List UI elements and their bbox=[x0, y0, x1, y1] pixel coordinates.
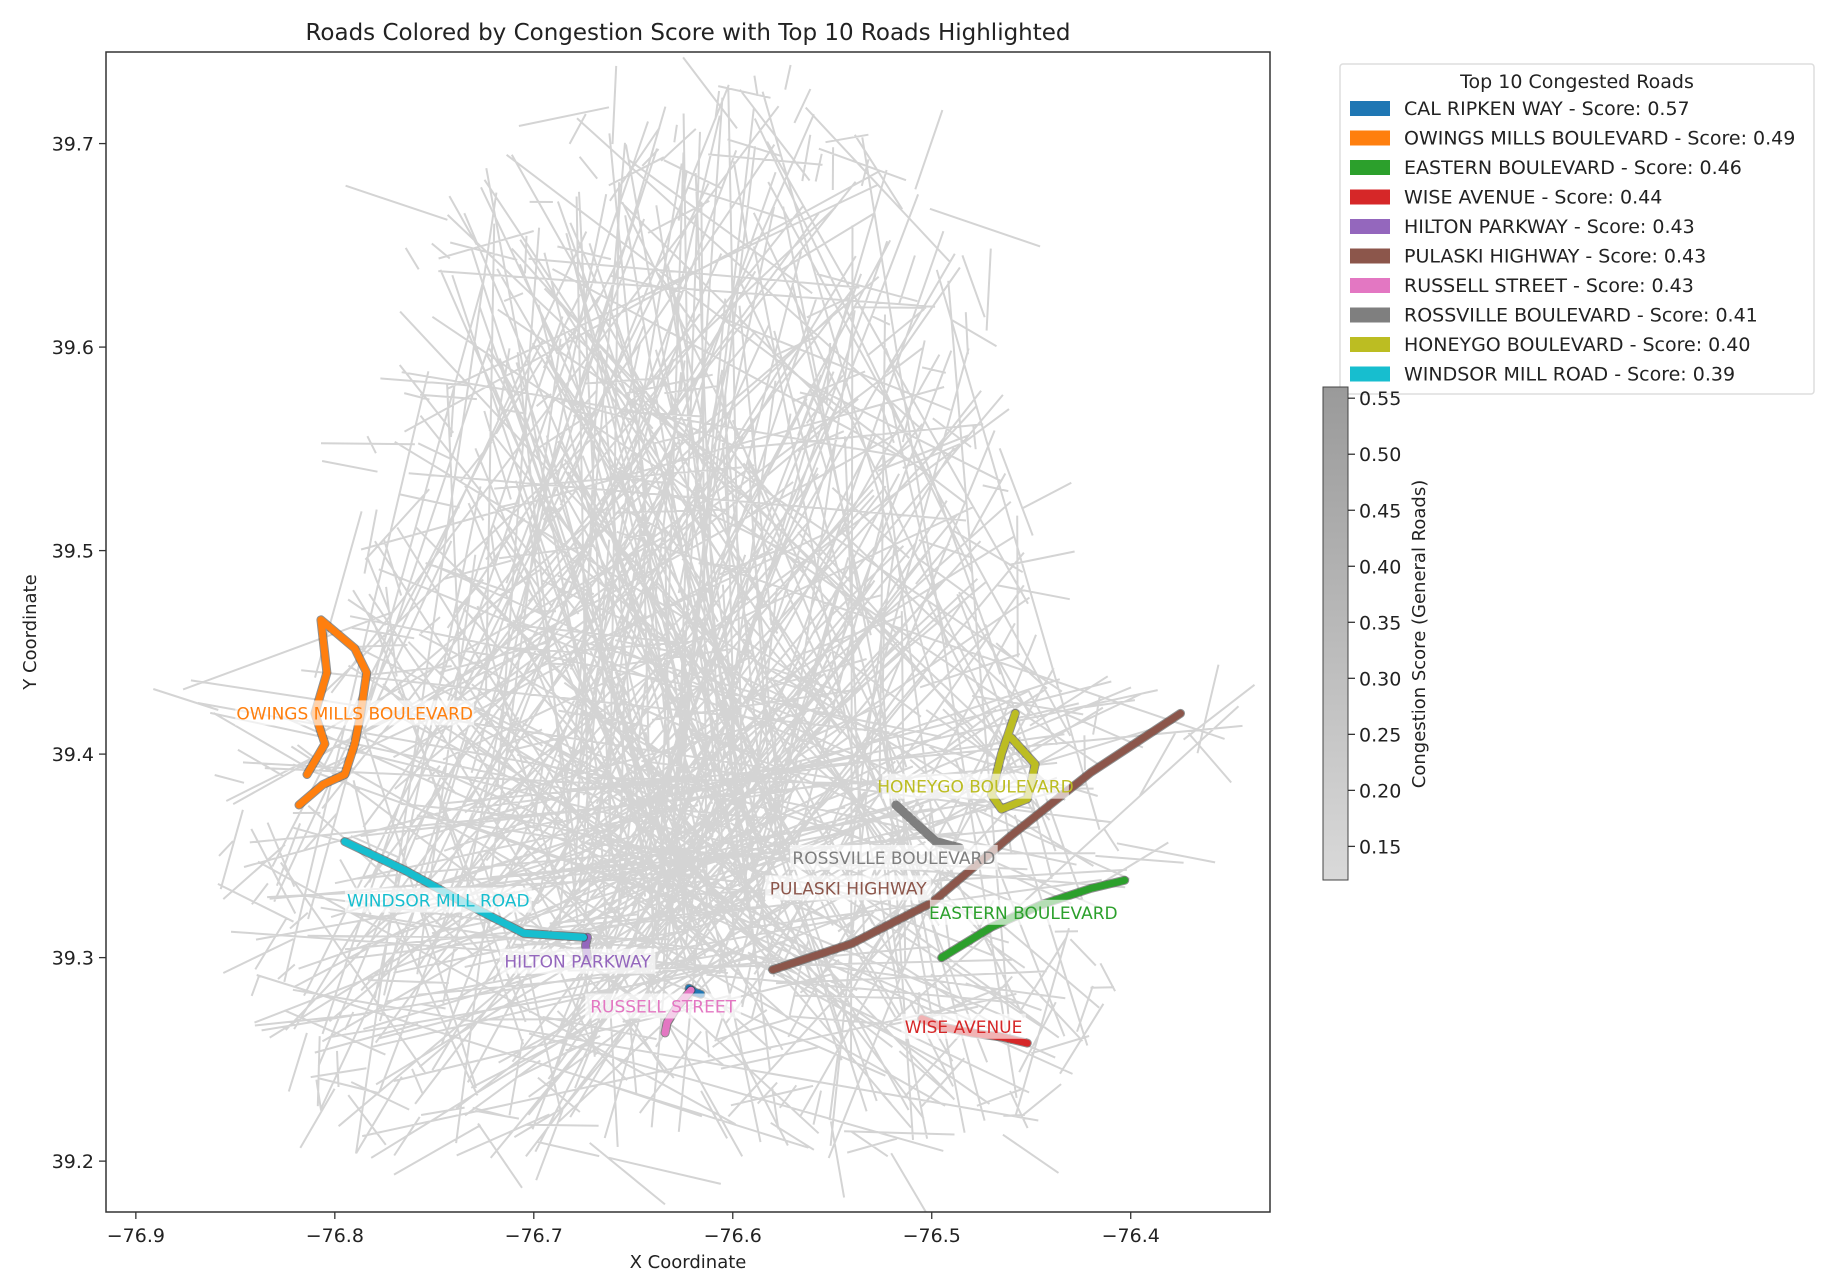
x-axis-ticks: −76.9 −76.8 −76.7 −76.6 −76.5 −76.4 bbox=[107, 1212, 1160, 1247]
colorbar-tick-label: 0.45 bbox=[1359, 500, 1401, 522]
legend-swatch-windsor-mill-road bbox=[1350, 366, 1390, 382]
x-tick-label: −76.7 bbox=[505, 1225, 563, 1247]
legend-entry-cal-ripken-way: CAL RIPKEN WAY - Score: 0.57 bbox=[1404, 98, 1690, 120]
colorbar-label: Congestion Score (General Roads) bbox=[1409, 480, 1430, 788]
x-tick-label: −76.8 bbox=[306, 1225, 364, 1247]
road-label-bg-owings-mills-boulevard bbox=[235, 700, 475, 726]
general-roads-network bbox=[152, 56, 1256, 1212]
road-label-eastern-boulevard: EASTERN BOULEVARD bbox=[929, 904, 1118, 924]
road-line-rossville-boulevard bbox=[892, 801, 964, 852]
y-axis-label: Y Coordinate bbox=[20, 574, 41, 690]
y-tick-label: 39.3 bbox=[52, 948, 94, 970]
road-label-hilton-parkway: HILTON PARKWAY bbox=[504, 953, 651, 973]
colorbar: 0.15 0.20 0.25 0.30 0.35 0.40 0.45 0.50 0.55 Con… bbox=[1322, 386, 1430, 881]
road-label-windsor-mill-road: WINDSOR MILL ROAD bbox=[347, 892, 530, 912]
x-tick-label: −76.9 bbox=[107, 1225, 165, 1247]
road-label-russell-street: RUSSELL STREET bbox=[590, 998, 736, 1018]
x-tick-label: −76.4 bbox=[1102, 1225, 1160, 1247]
colorbar-tick-label: 0.25 bbox=[1359, 724, 1401, 746]
y-tick-label: 39.6 bbox=[52, 337, 94, 359]
x-tick-label: −76.5 bbox=[903, 1225, 961, 1247]
road-label-bg-windsor-mill-road bbox=[344, 887, 532, 913]
legend-swatch-honeygo-boulevard bbox=[1350, 337, 1390, 352]
legend-entry-wise-avenue: WISE AVENUE - Score: 0.44 bbox=[1404, 187, 1662, 209]
legend-entry-owings-mills-boulevard: OWINGS MILLS BOULEVARD - Score: 0.49 bbox=[1404, 128, 1795, 150]
road-label-bg-pulaski-highway bbox=[765, 875, 932, 901]
road-label-bg-eastern-boulevard bbox=[929, 899, 1117, 925]
y-tick-label: 39.2 bbox=[52, 1151, 94, 1173]
road-label-bg-rossville-boulevard bbox=[790, 844, 998, 870]
road-label-bg-russell-street bbox=[585, 993, 741, 1019]
y-tick-label: 39.5 bbox=[52, 541, 94, 563]
legend-entry-rossville-boulevard: ROSSVILLE BOULEVARD - Score: 0.41 bbox=[1404, 305, 1758, 327]
legend-swatch-owings-mills-boulevard bbox=[1350, 130, 1390, 146]
colorbar-bar bbox=[1322, 386, 1349, 881]
legend-swatch-eastern-boulevard bbox=[1350, 160, 1390, 175]
legend: Top 10 Congested Roads CAL RIPKEN WAY - … bbox=[1339, 63, 1815, 395]
legend-title: Top 10 Congested Roads bbox=[1459, 71, 1694, 93]
y-axis-ticks: 39.2 39.3 39.4 39.5 39.6 39.7 bbox=[52, 134, 106, 1173]
road-label-bg-hilton-parkway bbox=[499, 948, 656, 974]
legend-swatch-wise-avenue bbox=[1350, 189, 1390, 205]
legend-swatch-hilton-parkway bbox=[1350, 219, 1390, 234]
x-tick-label: −76.6 bbox=[704, 1225, 762, 1247]
legend-entry-honeygo-boulevard: HONEYGO BOULEVARD - Score: 0.40 bbox=[1404, 334, 1750, 356]
colorbar-tick-label: 0.20 bbox=[1359, 780, 1401, 802]
y-tick-label: 39.4 bbox=[52, 744, 94, 766]
legend-entry-eastern-boulevard: EASTERN BOULEVARD - Score: 0.46 bbox=[1404, 157, 1742, 179]
plot-frame bbox=[105, 51, 1271, 1213]
legend-swatch-rossville-boulevard bbox=[1350, 307, 1390, 323]
road-label-wise-avenue: WISE AVENUE bbox=[905, 1018, 1023, 1038]
colorbar-tick-label: 0.30 bbox=[1359, 668, 1401, 690]
road-label-rossville-boulevard: ROSSVILLE BOULEVARD bbox=[792, 849, 995, 869]
road-line-honeygo-boulevard bbox=[987, 709, 1039, 813]
colorbar-tick-label: 0.55 bbox=[1359, 388, 1401, 410]
general-road-lines bbox=[152, 56, 1256, 1212]
legend-entry-hilton-parkway: HILTON PARKWAY - Score: 0.43 bbox=[1404, 216, 1695, 238]
colorbar-tick-label: 0.40 bbox=[1359, 556, 1401, 578]
road-label-bg-wise-avenue bbox=[901, 1013, 1026, 1039]
chart-title: Roads Colored by Congestion Score with T… bbox=[305, 20, 1070, 46]
y-tick-label: 39.7 bbox=[52, 134, 94, 156]
legend-swatch-cal-ripken-way bbox=[1350, 101, 1390, 116]
legend-entry-pulaski-highway: PULASKI HIGHWAY - Score: 0.43 bbox=[1404, 246, 1706, 268]
legend-box bbox=[1339, 63, 1815, 395]
colorbar-tick-label: 0.50 bbox=[1359, 444, 1401, 466]
road-label-bg-honeygo-boulevard bbox=[882, 773, 1069, 799]
road-label-honeygo-boulevard: HONEYGO BOULEVARD bbox=[877, 778, 1073, 798]
legend-entry-windsor-mill-road: WINDSOR MILL ROAD - Score: 0.39 bbox=[1404, 364, 1735, 386]
road-label-owings-mills-boulevard: OWINGS MILLS BOULEVARD bbox=[236, 704, 473, 724]
colorbar-tick-label: 0.15 bbox=[1359, 836, 1401, 858]
legend-swatch-pulaski-highway bbox=[1350, 248, 1390, 264]
colorbar-tick-label: 0.35 bbox=[1359, 612, 1401, 634]
x-axis-label: X Coordinate bbox=[630, 1252, 747, 1273]
legend-swatch-russell-street bbox=[1350, 278, 1390, 293]
legend-entry-russell-street: RUSSELL STREET - Score: 0.43 bbox=[1404, 275, 1694, 297]
road-label-pulaski-highway: PULASKI HIGHWAY bbox=[770, 879, 927, 899]
road-labels: OWINGS MILLS BOULEVARD EASTERN BOULEVARD W… bbox=[235, 700, 1118, 1039]
